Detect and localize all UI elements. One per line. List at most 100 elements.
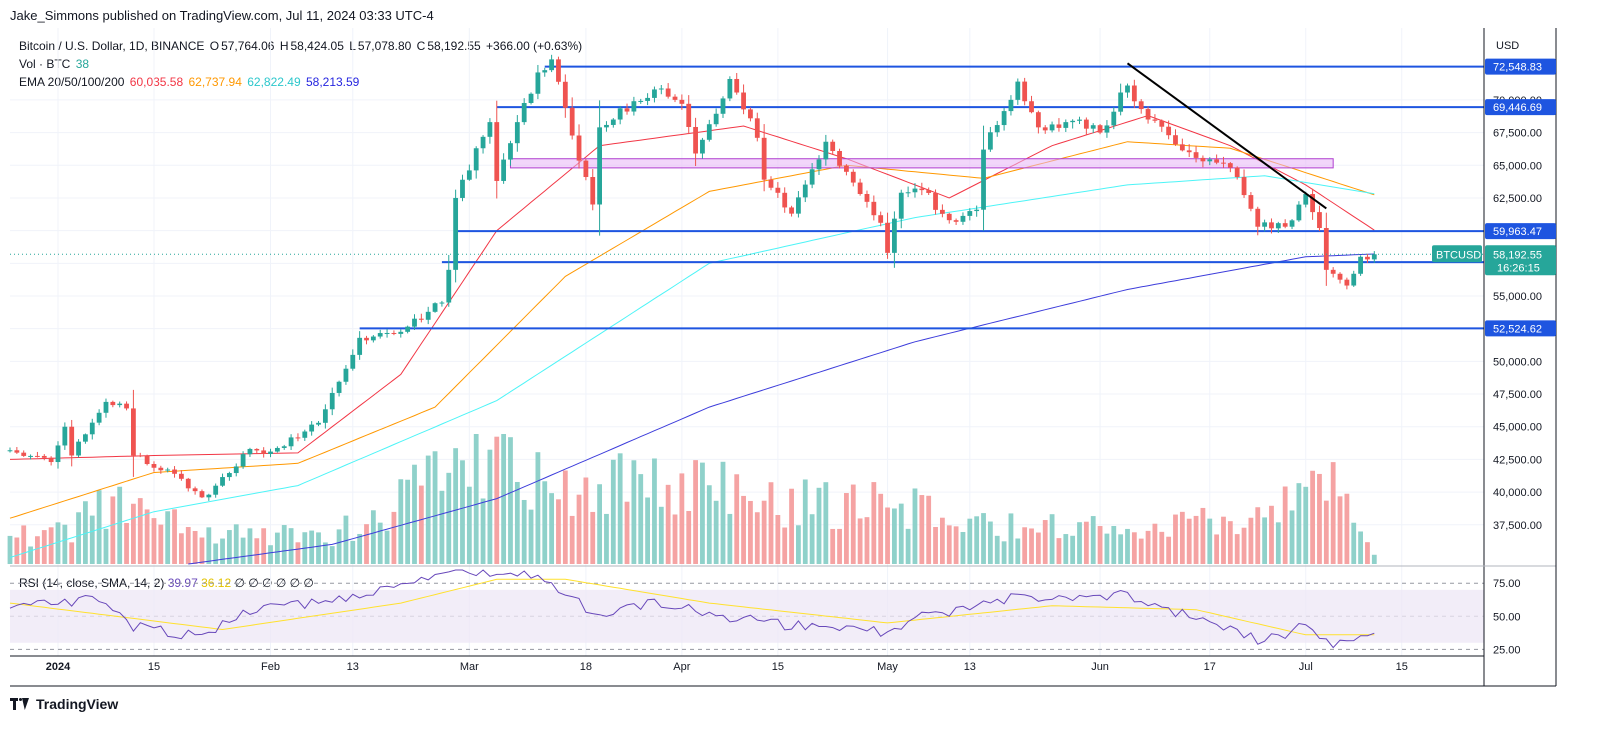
volume-bar [206, 527, 212, 564]
candle-body [878, 215, 884, 223]
candle-body [658, 88, 664, 90]
candle-body [405, 326, 411, 332]
candle-body [652, 89, 657, 98]
candle-body [556, 59, 561, 82]
level-label-text: 59,963.47 [1493, 226, 1542, 238]
volume-bar [542, 481, 548, 564]
volume-bar [439, 490, 445, 564]
volume-bar [1227, 521, 1233, 564]
volume-bar [1241, 527, 1247, 564]
candle-body [1317, 212, 1322, 229]
candle-body [425, 311, 431, 320]
volume-bar [631, 460, 637, 564]
volume-bar [1365, 542, 1370, 564]
candle-body [1207, 159, 1213, 162]
candle-body [158, 467, 164, 471]
candle-body [1344, 279, 1350, 286]
x-tick-label: Apr [673, 661, 690, 673]
candle-body [1275, 223, 1281, 229]
candle-body [446, 269, 452, 303]
candle-body [1022, 81, 1028, 102]
ema-legend[interactable]: EMA 20/50/100/200 60,035.58 62,737.94 62… [19, 75, 361, 89]
candle-body [439, 302, 445, 304]
volume-bar [583, 477, 589, 564]
candle-body [364, 337, 369, 341]
trendline[interactable] [1126, 62, 1327, 210]
candle-body [213, 485, 219, 495]
candle-body [1152, 119, 1158, 121]
candle-body [871, 201, 877, 216]
volume-bar [809, 514, 815, 564]
volume-bar [199, 537, 205, 564]
volume-bar [1262, 517, 1268, 564]
candle-body [775, 187, 781, 193]
volume-bar [1097, 526, 1103, 564]
symbol-title[interactable]: Bitcoin / U.S. Dollar, 1D, BINANCE [19, 39, 205, 53]
volume-bar [1008, 513, 1014, 564]
candle-body [1282, 223, 1288, 227]
candle-body [686, 103, 692, 127]
candle-body [645, 97, 650, 101]
candle-body [706, 124, 712, 140]
candle-body [974, 209, 980, 212]
candle-body [1221, 162, 1226, 164]
volume-bar [213, 543, 219, 564]
candle-body [624, 108, 630, 112]
candle-body [466, 170, 472, 180]
close-label: C [416, 39, 426, 53]
candle-body [110, 401, 116, 406]
candle-body [185, 478, 191, 489]
candle-body [220, 477, 225, 486]
volume-bar [1303, 486, 1309, 564]
volume-bar [830, 528, 836, 564]
volume-bar [700, 462, 705, 564]
volume-bar [905, 528, 911, 564]
volume-bar [1179, 511, 1185, 564]
volume-bar [926, 495, 932, 564]
candle-body [206, 494, 212, 498]
candle-body [412, 318, 417, 327]
rsi-line [9, 569, 1375, 649]
candle-body [1008, 99, 1014, 112]
volume-bar [1125, 528, 1130, 564]
candle-body [14, 450, 20, 453]
candle-body [939, 209, 945, 214]
candle-body [1214, 159, 1220, 163]
low-value: 57,078.80 [357, 39, 412, 53]
candle-body [96, 412, 102, 423]
axes: 37,500.00 40,000.00 42,500.00 45,000.00 47,5… [10, 28, 1557, 687]
volume-bar [83, 501, 88, 564]
horizontal-levels[interactable] [359, 65, 1484, 330]
volume-bar [658, 506, 664, 564]
volume-bar [178, 533, 184, 564]
x-tick-label: Jun [1091, 661, 1109, 673]
candle-body [48, 457, 54, 463]
volume-bar [7, 535, 13, 564]
x-tick-label: 15 [772, 661, 784, 673]
rsi-tick-label: 25.00 [1493, 644, 1521, 656]
volume-bar [1207, 518, 1213, 564]
volume-bar [1090, 516, 1096, 564]
tradingview-logo[interactable]: TradingView [10, 696, 118, 712]
candle-body [1227, 163, 1233, 168]
volume-bar [549, 493, 555, 564]
volume-bar [604, 513, 609, 564]
candle-body [892, 218, 897, 253]
level-label-text: 52,524.62 [1493, 323, 1542, 335]
candle-body [905, 192, 911, 194]
volume-bar [556, 499, 561, 564]
candle-body [1042, 127, 1048, 131]
candle-body [885, 222, 890, 253]
volume-bar [638, 474, 644, 564]
volume-bar [850, 484, 856, 564]
candle-body [137, 455, 143, 457]
y-tick-label: 42,500.00 [1493, 454, 1542, 466]
candle-body [261, 450, 267, 454]
rsi-tick-label: 50.00 [1493, 611, 1521, 623]
volume-bar [117, 486, 123, 564]
currency-button[interactable]: USD [1496, 40, 1520, 52]
candle-body [562, 81, 568, 108]
candle-body [131, 408, 136, 456]
publisher-line: Jake_Simmons published on TradingView.co… [10, 8, 434, 23]
